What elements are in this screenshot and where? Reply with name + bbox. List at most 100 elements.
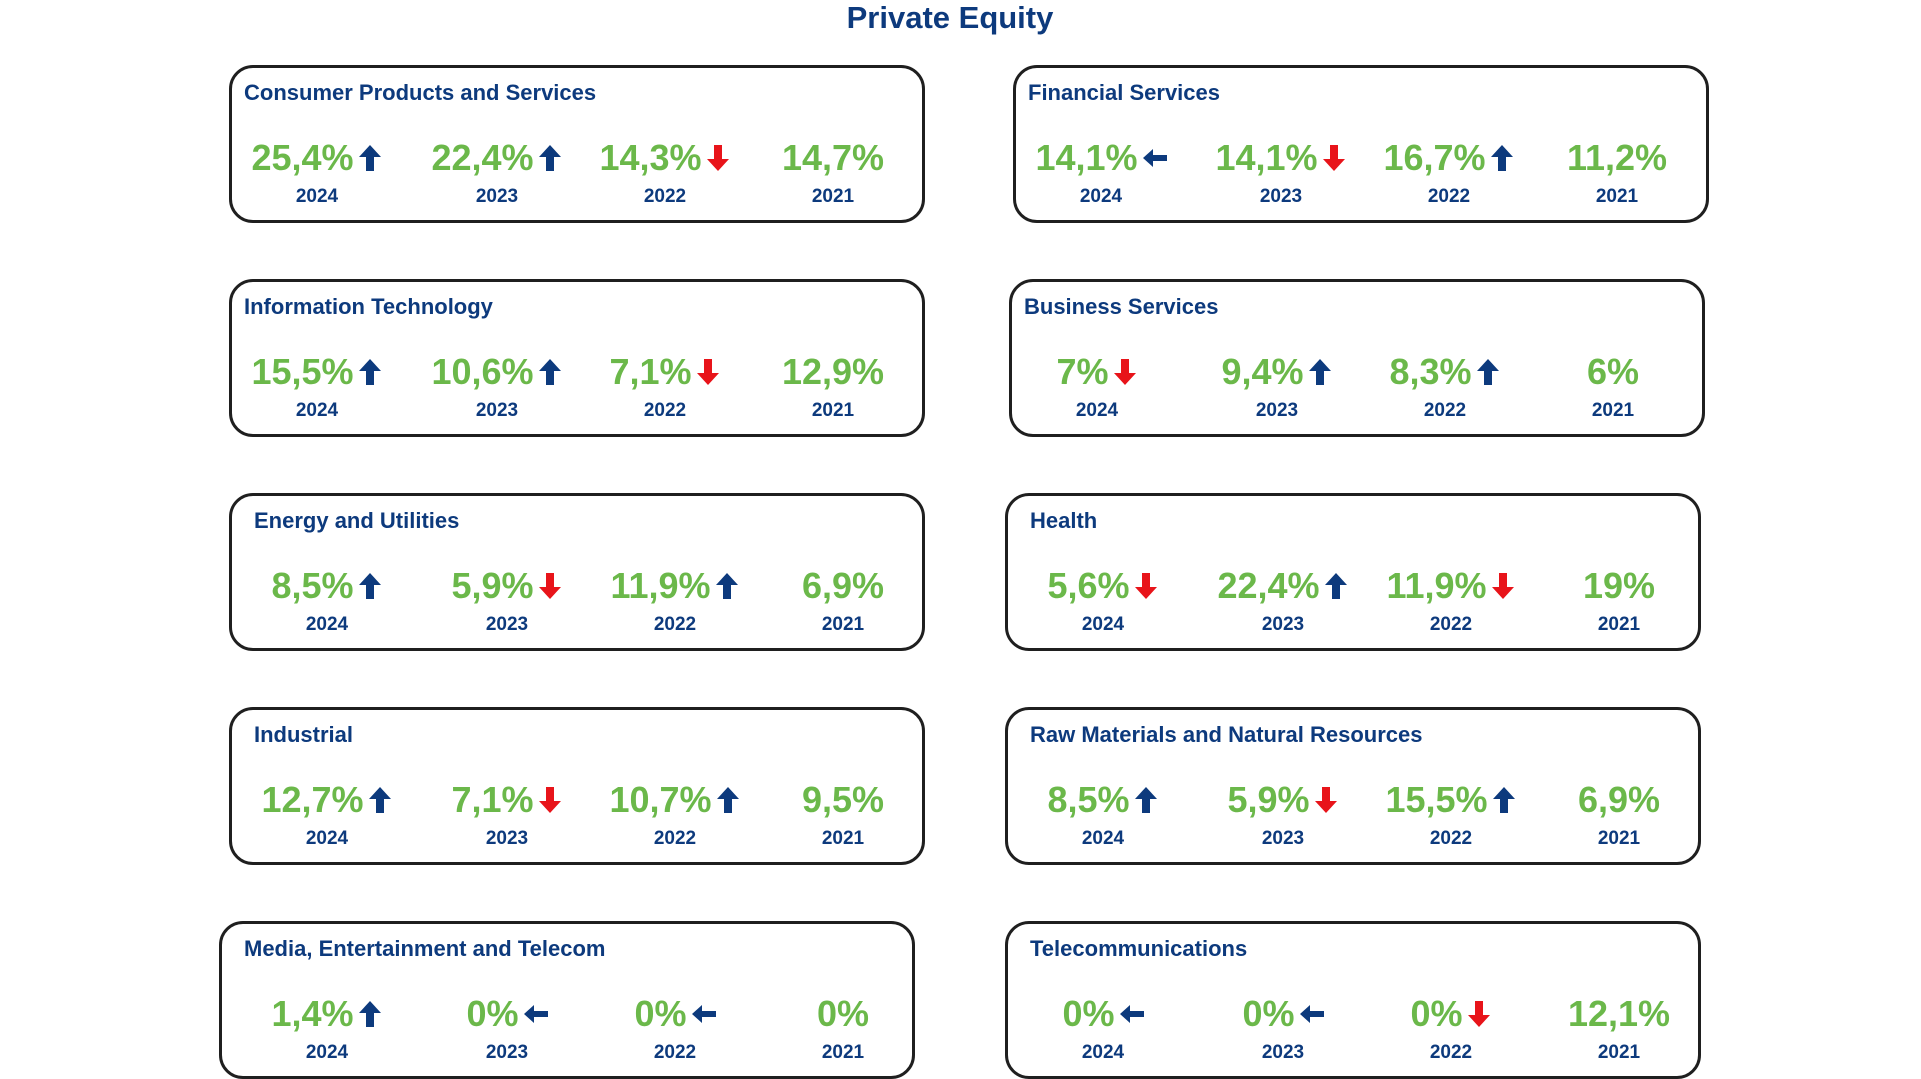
metric-value: 8,3% — [1389, 351, 1472, 392]
year-metric: 14,1% 2023 — [1196, 136, 1366, 216]
metric-year: 2021 — [1597, 1042, 1641, 1063]
year-metric: 11,9% 2022 — [1366, 564, 1536, 644]
sector-card: Health 5,6% 2024 22,4% 2023 11,9% 2022 19% 2021 — [1005, 493, 1701, 651]
metric-value: 14,7% — [781, 137, 885, 178]
year-metric: 5,9% 2023 — [1198, 778, 1368, 858]
metric-value: 11,9% — [1386, 565, 1487, 606]
arrow-up-icon — [358, 573, 381, 599]
metric-value: 11,2% — [1566, 137, 1668, 178]
metric-value: 15,5% — [251, 351, 354, 392]
sector-card: Energy and Utilities 8,5% 2024 5,9% 2023 11,9… — [229, 493, 925, 651]
metric-value: 10,7% — [609, 779, 712, 820]
arrow-up-icon — [715, 573, 738, 599]
arrow-down-icon — [1134, 573, 1157, 599]
metric-year: 2022 — [643, 400, 687, 421]
metric-year: 2023 — [475, 400, 519, 421]
year-metric: 11,2% 2021 — [1532, 136, 1702, 216]
year-metric: 0% 2022 — [1366, 992, 1536, 1072]
sector-title: Information Technology — [244, 294, 493, 319]
year-metric: 5,6% 2024 — [1018, 564, 1188, 644]
arrow-down-icon — [1314, 787, 1337, 813]
arrow-up-icon — [1492, 787, 1515, 813]
metric-value: 19% — [1582, 565, 1656, 606]
metric-value: 7,1% — [609, 351, 692, 392]
arrow-down-icon — [1467, 1001, 1490, 1027]
metric-year: 2024 — [305, 828, 349, 849]
year-metric: 7,1% 2023 — [422, 778, 592, 858]
year-metric: 0% 2024 — [1018, 992, 1188, 1072]
sector-card: Industrial 12,7% 2024 7,1% 2023 10,7% 2022 9,5%… — [229, 707, 925, 865]
metric-year: 2022 — [1429, 828, 1473, 849]
year-metric: 6% 2021 — [1528, 350, 1698, 430]
metric-value: 15,5% — [1385, 779, 1488, 820]
sector-card: Consumer Products and Services 25,4% 2024 2… — [229, 65, 925, 223]
metric-year: 2021 — [821, 1042, 865, 1063]
metric-value: 5,6% — [1047, 565, 1130, 606]
year-metric: 16,7% 2022 — [1364, 136, 1534, 216]
metric-year: 2024 — [1081, 614, 1125, 635]
metric-value: 22,4% — [431, 137, 534, 178]
arrow-up-icon — [1476, 359, 1499, 385]
sector-card: Telecommunications 0% 2024 0% 2023 0% 2022 12,1… — [1005, 921, 1701, 1079]
metric-year: 2022 — [1427, 186, 1471, 207]
year-metric: 1,4% 2024 — [242, 992, 412, 1072]
year-metric: 0% 2021 — [758, 992, 928, 1072]
arrow-left-icon — [691, 1005, 716, 1023]
metric-year: 2023 — [1261, 614, 1305, 635]
metric-value: 6,9% — [801, 565, 885, 606]
sector-title: Energy and Utilities — [254, 508, 460, 533]
metric-year: 2022 — [1429, 614, 1473, 635]
year-metric: 9,4% 2023 — [1192, 350, 1362, 430]
metric-year: 2021 — [1597, 828, 1641, 849]
metric-value: 7% — [1056, 351, 1109, 392]
metric-year: 2023 — [1261, 1042, 1305, 1063]
metric-value: 14,3% — [599, 137, 702, 178]
sector-card: Raw Materials and Natural Resources 8,5% 2… — [1005, 707, 1701, 865]
year-metric: 19% 2021 — [1534, 564, 1704, 644]
year-metric: 8,3% 2022 — [1360, 350, 1530, 430]
arrow-up-icon — [358, 1001, 381, 1027]
year-metric: 7% 2024 — [1012, 350, 1182, 430]
metric-value: 12,1% — [1567, 993, 1671, 1034]
metric-value: 12,7% — [261, 779, 364, 820]
year-metric: 12,1% 2021 — [1534, 992, 1704, 1072]
metric-value: 6,9% — [1577, 779, 1661, 820]
arrow-left-icon — [523, 1005, 548, 1023]
metric-year: 2021 — [811, 186, 855, 207]
metric-year: 2024 — [1079, 186, 1123, 207]
metric-value: 0% — [1410, 993, 1463, 1034]
metric-year: 2024 — [295, 186, 339, 207]
metric-value: 16,7% — [1383, 137, 1486, 178]
sector-card: Financial Services 14,1% 2024 14,1% 2023 16,7… — [1013, 65, 1709, 223]
sector-card: Business Services 7% 2024 9,4% 2023 8,3% 2022 6… — [1009, 279, 1705, 437]
year-metric: 22,4% 2023 — [1198, 564, 1368, 644]
arrow-up-icon — [368, 787, 391, 813]
arrow-down-icon — [696, 359, 719, 385]
arrow-down-icon — [538, 573, 561, 599]
metric-year: 2022 — [1423, 400, 1467, 421]
sector-title: Financial Services — [1028, 80, 1220, 105]
metric-year: 2023 — [485, 828, 529, 849]
arrow-up-icon — [716, 787, 739, 813]
year-metric: 8,5% 2024 — [242, 564, 412, 644]
metric-value: 0% — [1062, 993, 1115, 1034]
metric-year: 2022 — [1429, 1042, 1473, 1063]
year-metric: 22,4% 2023 — [412, 136, 582, 216]
arrow-up-icon — [538, 145, 561, 171]
metric-value: 8,5% — [1047, 779, 1130, 820]
year-metric: 7,1% 2022 — [580, 350, 750, 430]
metric-value: 10,6% — [431, 351, 534, 392]
arrow-down-icon — [538, 787, 561, 813]
arrow-up-icon — [538, 359, 561, 385]
metric-value: 12,9% — [781, 351, 885, 392]
year-metric: 15,5% 2024 — [232, 350, 402, 430]
metric-year: 2022 — [653, 828, 697, 849]
year-metric: 25,4% 2024 — [232, 136, 402, 216]
sector-card: Information Technology 15,5% 2024 10,6% 2023… — [229, 279, 925, 437]
arrow-up-icon — [1308, 359, 1331, 385]
year-metric: 12,9% 2021 — [748, 350, 918, 430]
sector-title: Industrial — [254, 722, 354, 747]
page-title: Private Equity — [846, 0, 1054, 35]
metric-value: 14,1% — [1215, 137, 1318, 178]
metric-value: 9,5% — [801, 779, 885, 820]
